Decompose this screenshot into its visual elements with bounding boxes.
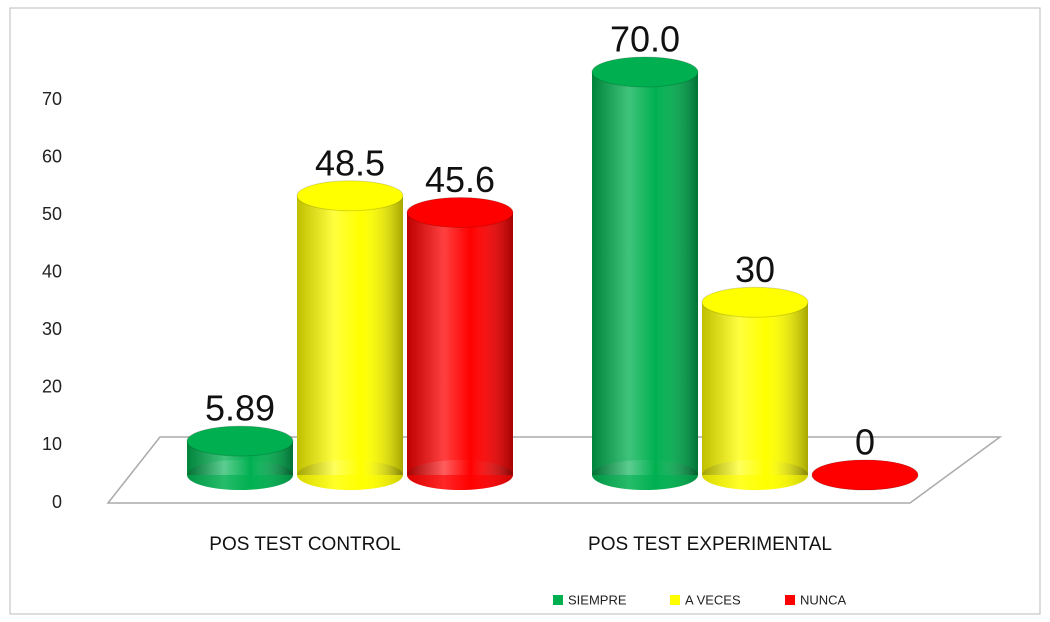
y-tick-label: 60	[42, 146, 62, 166]
y-tick-label: 0	[52, 492, 62, 512]
cylinder-top	[811, 459, 919, 491]
value-label: 0	[855, 422, 875, 463]
y-tick-label: 30	[42, 319, 62, 339]
value-label: 5.89	[205, 388, 275, 429]
y-tick-label: 50	[42, 204, 62, 224]
legend-swatch	[553, 595, 563, 605]
cylinder-top	[591, 56, 699, 88]
y-tick-label: 20	[42, 377, 62, 397]
cylinder-base-shade	[702, 460, 808, 490]
legend-swatch	[785, 595, 795, 605]
bar-shade	[407, 212, 513, 475]
legend-swatch	[670, 595, 680, 605]
value-label: 48.5	[315, 142, 385, 183]
y-tick-label: 40	[42, 261, 62, 281]
cylinder-base-shade	[297, 460, 403, 490]
cylinder-top	[406, 196, 514, 228]
chart-border	[9, 7, 1041, 615]
value-label: 30	[735, 249, 775, 290]
legend-label: NUNCA	[800, 592, 847, 607]
y-tick-label: 70	[42, 89, 62, 109]
cylinder-top	[296, 180, 404, 212]
x-tick-label: POS TEST EXPERIMENTAL	[588, 534, 832, 555]
cylinder-base-shade	[187, 460, 293, 490]
cylinder-top	[186, 425, 294, 457]
bar-shade	[702, 302, 808, 475]
cylinder-base-shade	[407, 460, 513, 490]
x-tick-label: POS TEST CONTROL	[209, 534, 400, 555]
cylinder-top	[701, 286, 809, 318]
bar-shade	[592, 72, 698, 475]
value-label: 45.6	[425, 159, 495, 200]
legend-label: A VECES	[685, 592, 741, 607]
y-tick-label: 10	[42, 434, 62, 454]
value-label: 70.0	[610, 19, 680, 60]
cylinder-base-shade	[592, 460, 698, 490]
legend-label: SIEMPRE	[568, 592, 627, 607]
bar-shade	[297, 195, 403, 475]
